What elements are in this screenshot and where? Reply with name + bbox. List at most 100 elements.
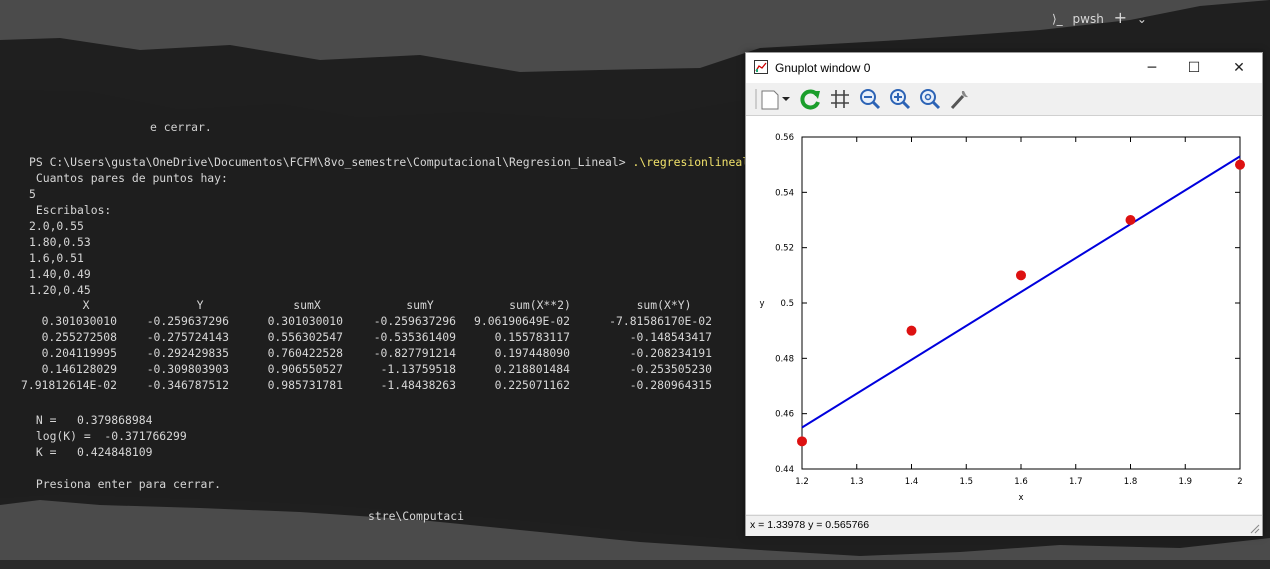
toolbar bbox=[746, 83, 1262, 116]
table-cell: -1.13759518 bbox=[380, 362, 456, 376]
data-point bbox=[1125, 215, 1136, 225]
table-cell: 0.204119995 bbox=[41, 346, 117, 360]
table-cell: -0.346787512 bbox=[146, 378, 229, 392]
table-cell: 0.556302547 bbox=[267, 330, 343, 344]
table-cell: 0.197448090 bbox=[494, 346, 570, 360]
table-cell: 0.225071162 bbox=[494, 378, 570, 392]
x-tick-label: 1.8 bbox=[1124, 477, 1138, 487]
table-cell: -0.292429835 bbox=[146, 346, 229, 360]
settings-wrench-icon[interactable] bbox=[948, 87, 972, 111]
terminal-icon: ⟩_ bbox=[1052, 12, 1063, 26]
x-axis-label: x bbox=[1018, 493, 1023, 503]
table-cell: 0.155783117 bbox=[494, 330, 570, 344]
press-enter-line: Presiona enter para cerrar. bbox=[29, 477, 222, 491]
fit-line bbox=[801, 155, 1241, 429]
x-tick-label: 1.3 bbox=[850, 477, 864, 487]
tab-dropdown-button[interactable]: ⌄ bbox=[1136, 12, 1147, 26]
table-cell: -0.535361409 bbox=[373, 330, 456, 344]
status-bar: x = 1.33978 y = 0.565766 bbox=[746, 515, 1262, 536]
table-cell: 9.06190649E-02 bbox=[473, 314, 570, 328]
title-bar[interactable]: Gnuplot window 0 ─ ☐ ✕ bbox=[746, 53, 1262, 83]
y-tick-label: 0.54 bbox=[775, 188, 794, 198]
output-line: Cuantos pares de puntos hay: bbox=[29, 171, 228, 185]
prompt-line: PS C:\Users\gusta\OneDrive\Documentos\FC… bbox=[29, 154, 763, 170]
table-cell: -0.208234191 bbox=[629, 346, 712, 360]
output-line: 5 bbox=[29, 187, 36, 201]
table-cell: -0.259637296 bbox=[146, 314, 229, 328]
output-line: 1.80,0.53 bbox=[29, 235, 91, 249]
table-cell: -7.81586170E-02 bbox=[609, 314, 712, 328]
table-cell: -0.253505230 bbox=[629, 362, 712, 376]
prompt-command: .\regresionlineallo bbox=[632, 155, 763, 169]
table-cell: 0.301030010 bbox=[267, 314, 343, 328]
table-cell: -0.259637296 bbox=[373, 314, 456, 328]
plot-frame bbox=[801, 136, 1241, 470]
partial-line-bottom: stre\Computaci bbox=[368, 509, 465, 523]
data-point bbox=[1016, 270, 1026, 281]
y-tick-label: 0.46 bbox=[775, 410, 794, 420]
table-cell: -0.275724143 bbox=[146, 330, 229, 344]
table-cell: 0.146128029 bbox=[41, 362, 117, 376]
terminal-tab-bar: ⟩_ pwsh + ⌄ bbox=[1052, 8, 1153, 27]
output-line: 1.40,0.49 bbox=[29, 267, 91, 281]
y-tick-label: 0.44 bbox=[775, 465, 794, 475]
gnuplot-chart[interactable]: 1.2 1.3 1.4 1.5 1.6 1.7 1.8 1.9 2 0.44 0.46 0.48 0.5… bbox=[746, 116, 1262, 514]
data-point bbox=[1235, 159, 1245, 170]
x-tick-label: 1.2 bbox=[795, 477, 809, 487]
table-cell: -0.827791214 bbox=[373, 346, 456, 360]
options-icon[interactable] bbox=[754, 87, 794, 111]
resize-grip-icon[interactable] bbox=[1250, 524, 1260, 534]
x-tick-label: 1.9 bbox=[1178, 477, 1192, 487]
gnuplot-window[interactable]: Gnuplot window 0 ─ ☐ ✕ bbox=[745, 52, 1263, 536]
y-tick-label: 0.56 bbox=[775, 133, 794, 143]
table-cell: 0.985731781 bbox=[267, 378, 343, 392]
plot-area[interactable]: 1.2 1.3 1.4 1.5 1.6 1.7 1.8 1.9 2 0.44 0.46 0.48 0.5… bbox=[746, 116, 1262, 514]
y-tick-label: 0.5 bbox=[780, 299, 794, 309]
cursor-coordinates: x = 1.33978 y = 0.565766 bbox=[750, 519, 870, 531]
grid-icon[interactable] bbox=[828, 87, 852, 111]
table-header: X bbox=[82, 298, 90, 312]
table-cell: -0.280964315 bbox=[629, 378, 712, 392]
table-header: sum(X*Y) bbox=[636, 298, 692, 312]
output-line: 1.20,0.45 bbox=[29, 283, 91, 297]
zoom-reset-icon[interactable] bbox=[918, 87, 942, 111]
zoom-out-icon[interactable] bbox=[858, 87, 882, 111]
output-line: 2.0,0.55 bbox=[29, 219, 84, 233]
window-title: Gnuplot window 0 bbox=[775, 61, 871, 75]
table-cell: 0.255272508 bbox=[41, 330, 117, 344]
x-tick-label: 1.4 bbox=[905, 477, 919, 487]
close-button[interactable]: ✕ bbox=[1233, 60, 1245, 76]
table-cell: 0.301030010 bbox=[41, 314, 117, 328]
table-cell: -1.48438263 bbox=[380, 378, 456, 392]
gnuplot-app-icon bbox=[754, 60, 768, 74]
table-header: sum(X**2) bbox=[509, 298, 571, 312]
output-line: 1.6,0.51 bbox=[29, 251, 84, 265]
table-header: Y bbox=[196, 298, 204, 312]
tab-pwsh[interactable]: pwsh bbox=[1072, 12, 1104, 26]
table-header: sumX bbox=[293, 298, 321, 312]
maximize-button[interactable]: ☐ bbox=[1187, 60, 1201, 76]
data-point bbox=[906, 325, 917, 336]
new-tab-button[interactable]: + bbox=[1113, 8, 1128, 27]
minimize-button[interactable]: ─ bbox=[1147, 60, 1157, 76]
prompt-path: PS C:\Users\gusta\OneDrive\Documentos\FC… bbox=[29, 155, 626, 169]
table-header: sumY bbox=[406, 298, 434, 312]
data-point bbox=[797, 436, 807, 447]
replot-icon[interactable] bbox=[798, 87, 822, 111]
result-logk: log(K) = -0.371766299 bbox=[29, 429, 187, 443]
x-tick-label: 1.7 bbox=[1069, 477, 1083, 487]
zoom-in-icon[interactable] bbox=[888, 87, 912, 111]
y-tick-label: 0.52 bbox=[775, 244, 794, 254]
result-n: N = 0.379868984 bbox=[29, 413, 153, 427]
table-cell: -0.148543417 bbox=[629, 330, 712, 344]
table-cell: 0.218801484 bbox=[494, 362, 570, 376]
result-k: K = 0.424848109 bbox=[29, 445, 153, 459]
y-tick-label: 0.48 bbox=[775, 354, 794, 364]
x-tick-label: 1.5 bbox=[959, 477, 973, 487]
table-cell: 7.91812614E-02 bbox=[20, 378, 117, 392]
table-cell: 0.906550527 bbox=[267, 362, 343, 376]
partial-line-top: e cerrar. bbox=[150, 120, 212, 134]
y-axis-label: y bbox=[759, 299, 764, 309]
table-cell: -0.309803903 bbox=[146, 362, 229, 376]
